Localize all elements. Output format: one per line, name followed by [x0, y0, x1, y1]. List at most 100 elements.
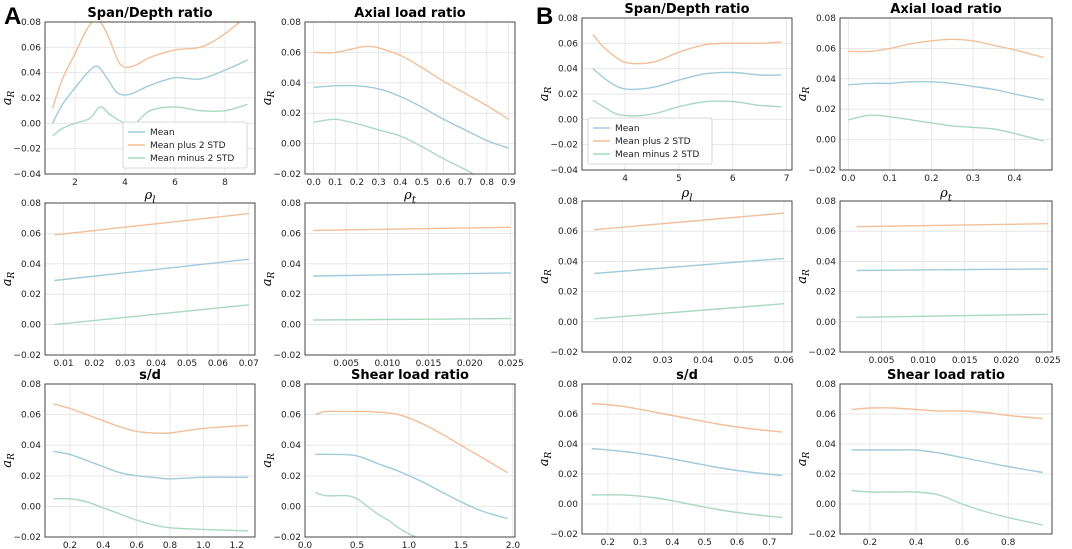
y-tick-label: −0.02 [550, 141, 578, 151]
legend-box [587, 117, 713, 165]
x-tick-label: 0.2 [863, 538, 877, 548]
series-line-mean [592, 68, 782, 91]
series-group [54, 212, 249, 326]
y-axis-label: aR [0, 91, 17, 106]
y-tick-label: 0.08 [558, 14, 578, 24]
x-tick-label: 0.4 [96, 541, 111, 549]
x-tick-label: 0.6 [730, 538, 745, 548]
x-tick-label: 0.3 [371, 178, 385, 188]
chart-11: −0.02 0.00 0.02 0.04 0.06 0.08 0.2 0.4 0.6 0.8 She… [795, 368, 1053, 548]
y-tick-label: −0.02 [273, 533, 301, 543]
x-tick-label: 0.7 [458, 178, 472, 188]
chart-0: −0.04 −0.02 0.00 0.02 0.04 0.06 0.08 2 4 6 8 Span/D… [0, 6, 256, 188]
series-line-mean-plus-2std [594, 212, 784, 231]
plot-frame [44, 21, 256, 175]
y-tick-label: 0.04 [281, 441, 301, 451]
x-tick-label: 0.5 [698, 538, 712, 548]
x-tick-label: 0.9 [501, 178, 516, 188]
y-tick-label: 0.06 [558, 39, 578, 49]
x-tick-label: 0.0 [841, 174, 856, 184]
series-line-mean-plus-2std [851, 407, 1043, 420]
y-tick-label: −0.02 [550, 348, 578, 358]
x-tick-label: 0.04 [146, 359, 166, 369]
x-tick-label: 0.2 [63, 541, 77, 549]
y-tick-label: 0.08 [816, 197, 836, 207]
x-tick-label: 0.025 [498, 359, 524, 369]
x-tick-label: 1.5 [454, 541, 468, 549]
y-tick-label: 0.00 [558, 318, 578, 328]
plot-frame [839, 383, 1053, 535]
chart-title: Span/Depth ratio [87, 6, 212, 21]
y-axis-label: aR [795, 269, 812, 284]
y-tick-label: −0.02 [808, 166, 836, 176]
y-tick-label: 0.02 [21, 94, 41, 104]
series-line-mean-minus-2std [52, 103, 248, 137]
series-line-mean-minus-2std [851, 489, 1043, 526]
y-tick-label: −0.02 [550, 530, 578, 540]
y-tick-label: 0.02 [281, 290, 301, 300]
series-line-mean-plus-2std [54, 212, 249, 236]
series-line-mean-minus-2std [594, 303, 784, 320]
y-tick-label: −0.02 [13, 533, 41, 543]
series-group [851, 407, 1043, 526]
series-line-mean-plus-2std [313, 45, 509, 120]
series-line-mean [848, 80, 1044, 101]
y-tick-label: 0.08 [281, 18, 301, 28]
y-tick-label: 0.02 [816, 470, 836, 480]
y-tick-label: 0.08 [558, 380, 578, 390]
y-tick-label: 0.06 [816, 227, 836, 237]
y-tick-label: 0.00 [816, 136, 836, 146]
series-line-mean-plus-2std [313, 226, 511, 232]
y-tick-label: 0.04 [21, 69, 41, 79]
y-axis-label: aR [795, 87, 812, 102]
x-tick-label: 0.2 [350, 178, 364, 188]
series-line-mean-minus-2std [313, 317, 511, 321]
y-axis-label: aR [0, 453, 17, 468]
x-tick-label: 2 [72, 178, 78, 188]
plot-frame [581, 383, 793, 535]
x-tick-label: 4 [122, 178, 128, 188]
x-tick-label: 0.02 [612, 356, 632, 366]
y-tick-label: 0.08 [21, 380, 41, 390]
chart-title: Axial load ratio [354, 6, 466, 21]
legend-entry: Mean plus 2 STD [150, 141, 226, 151]
x-tick-label: 0.3 [966, 174, 980, 184]
chart-1: −0.02 0.00 0.02 0.04 0.06 0.08 0.0 0.1 0.2 0.3 0.4… [260, 6, 516, 188]
chart-5: −0.02 0.00 0.02 0.04 0.06 0.08 0.0 0.5 1.0 1.5 2.0… [260, 368, 520, 549]
y-tick-label: 0.08 [816, 14, 836, 24]
x-tick-label: 7 [784, 174, 790, 184]
series-line-mean [54, 258, 249, 282]
y-tick-label: 0.04 [558, 257, 578, 267]
series-group [51, 22, 248, 137]
chart-8: −0.02 0.00 0.02 0.04 0.06 0.08 0.02 0.03 0.04 0.0… [537, 186, 794, 366]
plot-frame [304, 383, 516, 538]
series-line-mean-plus-2std [51, 22, 241, 109]
y-tick-label: 0.00 [816, 318, 836, 328]
x-tick-label: 5 [676, 174, 682, 184]
series-line-mean-plus-2std [592, 34, 782, 65]
plot-frame [304, 202, 516, 356]
series-group [315, 410, 509, 537]
x-tick-label: 0.1 [883, 174, 897, 184]
x-tick-label: 0.2 [601, 538, 615, 548]
y-tick-label: 0.00 [21, 321, 41, 331]
x-tick-label: 0.07 [239, 359, 259, 369]
y-tick-label: 0.08 [281, 380, 301, 390]
series-line-mean [591, 447, 783, 477]
x-axis-label: ρt [939, 186, 953, 204]
y-tick-label: 0.04 [21, 441, 41, 451]
series-line-mean-minus-2std [315, 491, 418, 537]
series-line-mean [53, 450, 249, 480]
series-group [594, 212, 784, 320]
y-axis-label: aR [795, 452, 812, 467]
chart-title: s/d [139, 368, 161, 383]
y-tick-label: 0.08 [816, 380, 836, 390]
panel-label-a: A [4, 3, 21, 30]
x-tick-label: 0.0 [298, 541, 313, 549]
y-tick-label: −0.02 [13, 145, 41, 155]
y-tick-label: −0.04 [13, 170, 41, 180]
x-tick-label: 0.7 [762, 538, 776, 548]
x-tick-label: 0.015 [952, 356, 978, 366]
